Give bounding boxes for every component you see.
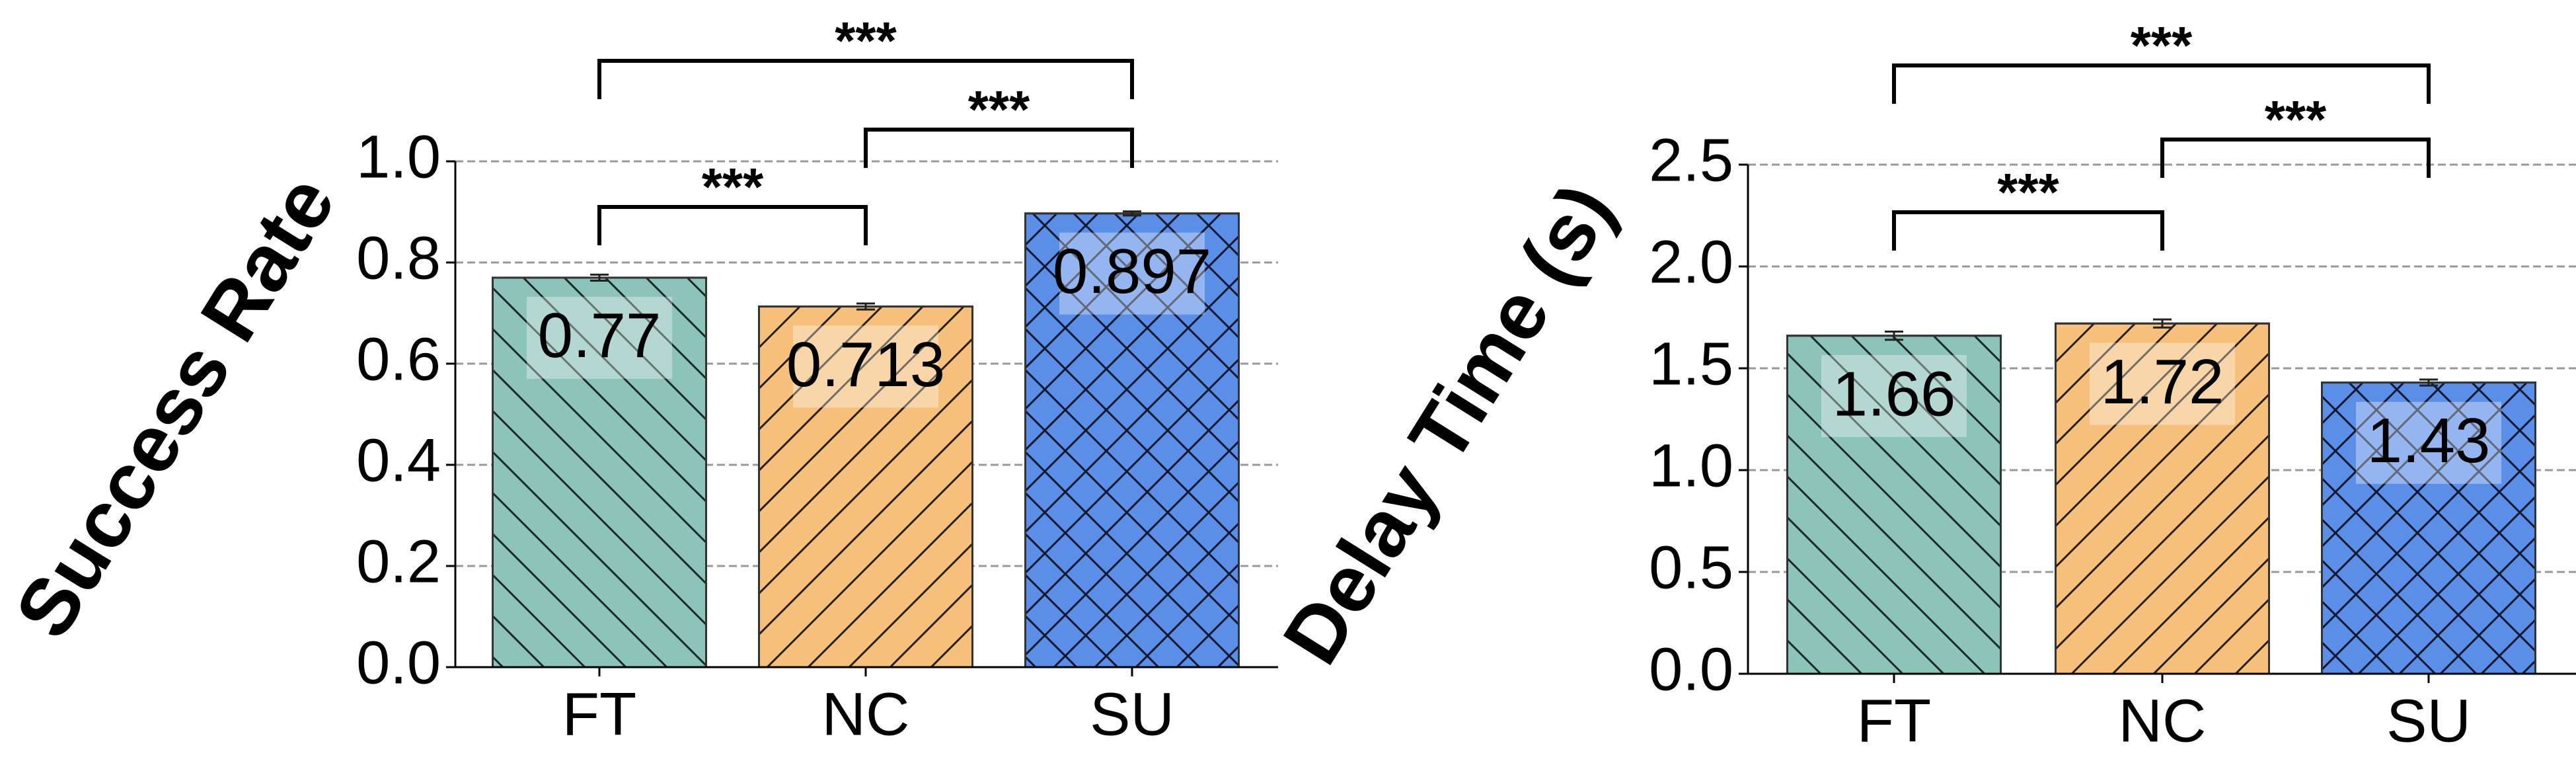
y-tick-label: 1.0 [1649, 432, 1733, 499]
y-tick-label: 1.5 [1649, 330, 1733, 397]
bar-hatch [492, 276, 707, 668]
value-label-box [1821, 354, 1967, 437]
error-bar [856, 302, 875, 311]
value-label: 1.43 [2367, 405, 2491, 476]
value-label: 0.77 [538, 300, 662, 371]
y-axis-label: Success Rate [0, 160, 352, 653]
bar-hatch [2055, 322, 2270, 675]
y-tick-label: 0.6 [356, 325, 441, 393]
value-label-box [1059, 232, 1205, 315]
significance-label: *** [835, 11, 897, 70]
y-tick-label: 2.0 [1649, 228, 1733, 296]
value-label-box [527, 296, 672, 379]
bar-hatch [1024, 212, 1240, 668]
x-tick-label: FT [562, 680, 636, 748]
error-bar [2153, 318, 2172, 329]
error-bar [1885, 331, 1903, 341]
value-label: 0.897 [1053, 236, 1211, 307]
value-label: 0.713 [786, 329, 945, 400]
x-tick-label: NC [822, 680, 910, 748]
y-tick-label: 1.0 [356, 123, 441, 190]
significance-bracket [1892, 63, 2431, 104]
significance-label: *** [1997, 163, 2059, 222]
bar-hatch [2321, 382, 2536, 675]
significance-bracket [864, 128, 1134, 168]
y-axis-label: Delay Time (s) [1266, 169, 1631, 679]
error-bar [2419, 378, 2438, 387]
x-tick-label: SU [2386, 687, 2471, 754]
y-tick-label: 0.2 [356, 528, 441, 595]
significance-bracket [1892, 210, 2164, 251]
significance-bracket [597, 205, 868, 245]
significance-bracket [597, 59, 1134, 99]
value-label-box [2090, 343, 2235, 425]
x-tick-label: NC [2119, 687, 2207, 754]
y-tick-label: 0.5 [1649, 534, 1733, 601]
y-tick-label: 2.5 [1649, 126, 1733, 194]
x-tick-label: SU [1090, 680, 1174, 748]
y-tick-label: 0.0 [356, 629, 441, 696]
y-tick-label: 0.4 [356, 426, 441, 494]
x-tick-label: FT [1857, 687, 1931, 754]
error-bar [590, 273, 609, 282]
y-tick-label: 0.0 [1649, 635, 1733, 703]
bar-hatch [1786, 335, 2002, 675]
value-label: 1.66 [1833, 358, 1956, 429]
error-bar [1123, 210, 1141, 217]
significance-label: *** [702, 157, 764, 216]
significance-label: *** [2265, 90, 2327, 149]
value-label-box [793, 325, 938, 408]
value-label: 1.72 [2101, 346, 2224, 417]
significance-label: *** [2131, 16, 2193, 75]
value-label-box [2356, 401, 2501, 484]
significance-label: *** [968, 80, 1030, 139]
bar-hatch [758, 305, 973, 668]
significance-bracket [2160, 138, 2431, 178]
y-tick-label: 0.8 [356, 224, 441, 292]
